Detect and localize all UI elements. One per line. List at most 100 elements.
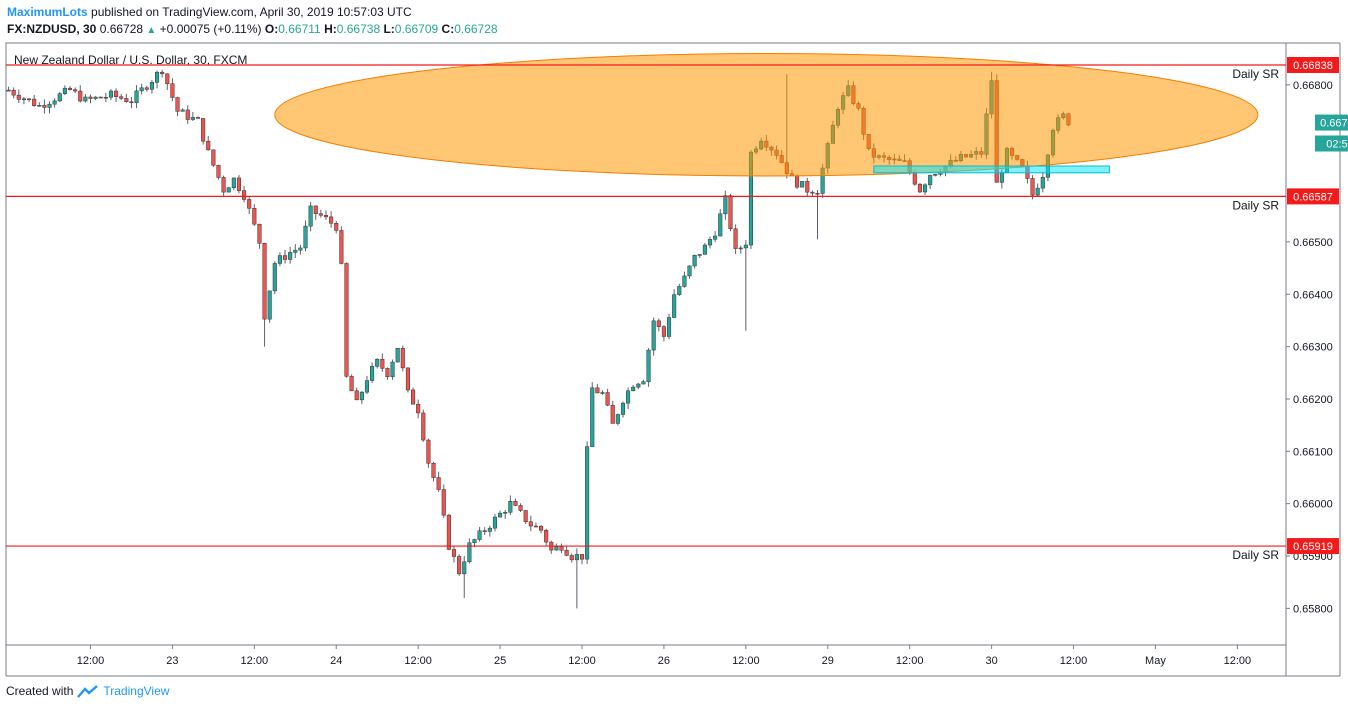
candle-body — [349, 376, 354, 392]
last-price-badge — [1315, 114, 1348, 131]
candle-body — [999, 172, 1004, 183]
candle-body — [410, 389, 416, 405]
candle-body — [538, 525, 544, 531]
candle-body — [62, 87, 67, 94]
candle-body — [656, 320, 661, 327]
candle-body — [620, 402, 626, 415]
candle-body — [457, 556, 462, 575]
candle-body — [651, 320, 656, 351]
candle-body — [508, 501, 513, 513]
x-tick-label: 12:00 — [568, 655, 596, 667]
candle-body — [421, 412, 426, 441]
candle-body — [26, 98, 32, 101]
candle-body — [1030, 178, 1035, 196]
footer: Created with TradingView — [6, 684, 169, 698]
support-zone[interactable] — [873, 165, 1110, 174]
y-tick-label: 0.66300 — [1293, 342, 1333, 354]
candle-body — [482, 530, 487, 532]
candle-body — [533, 525, 538, 528]
candle-body — [108, 90, 114, 98]
candle-body — [718, 213, 723, 237]
tradingview-brand[interactable]: TradingView — [103, 684, 170, 698]
candle-body — [364, 380, 370, 393]
x-tick-label: 12:00 — [732, 655, 760, 667]
candle-body — [528, 521, 533, 527]
level-price-badge — [1287, 538, 1339, 555]
candle-body — [282, 255, 288, 260]
candle-body — [190, 117, 195, 120]
published-text: published on TradingView.com, April 30, … — [87, 5, 412, 19]
candle-body — [93, 96, 98, 99]
level-price-badge — [1287, 56, 1339, 73]
candle-body — [590, 387, 595, 447]
candle-body — [794, 175, 800, 188]
daily-sr-label: Daily SR — [1232, 198, 1279, 212]
candle-body — [472, 539, 477, 544]
candle-body — [144, 87, 149, 90]
candle-body — [114, 90, 119, 97]
candle-body — [677, 286, 682, 295]
countdown-text: 02:58 — [1326, 139, 1348, 151]
candle-body — [462, 561, 467, 575]
candle-body — [52, 100, 57, 105]
last-price: 0.66728 — [99, 22, 144, 36]
candle-body — [723, 195, 728, 215]
candle-body — [600, 392, 605, 394]
candle-body — [805, 181, 810, 193]
author-link[interactable]: MaximumLots — [7, 5, 88, 19]
candle-body — [395, 347, 400, 363]
candle-body — [405, 367, 410, 391]
candle-body — [513, 501, 518, 506]
candle-body — [380, 358, 385, 369]
candle-body — [236, 177, 242, 191]
x-tick-label: 24 — [330, 655, 342, 667]
candle-body — [492, 516, 498, 529]
candle-body — [523, 510, 528, 523]
candle-body — [211, 149, 216, 166]
x-tick-label: 29 — [822, 655, 834, 667]
level-price-badge — [1287, 188, 1339, 205]
candle-body — [344, 263, 349, 377]
candle-body — [426, 439, 431, 464]
candle-body — [221, 177, 226, 193]
candle-body — [666, 317, 672, 337]
candle-body — [518, 505, 523, 511]
candle-body — [185, 109, 190, 120]
candle-body — [713, 235, 718, 240]
close-label: C: — [441, 22, 455, 36]
x-tick-label: 12:00 — [241, 655, 269, 667]
candle-body — [646, 349, 651, 382]
candle-body — [487, 527, 492, 532]
x-tick-label: 12:00 — [404, 655, 432, 667]
resistance-ellipse[interactable] — [274, 52, 1259, 177]
candle-body — [32, 98, 37, 106]
candle-body — [16, 94, 21, 100]
y-tick-label: 0.66400 — [1293, 289, 1333, 301]
candle-body — [416, 403, 421, 414]
candle-body — [544, 529, 549, 543]
candle-body — [498, 512, 503, 518]
created-with-text: Created with — [6, 684, 74, 698]
x-tick-label: 25 — [494, 655, 506, 667]
candle-body — [323, 214, 329, 218]
symbol-info: FX:NZDUSD, 30 0.66728 ▲ +0.00075 (+0.11%… — [7, 22, 498, 36]
candle-body — [242, 190, 247, 200]
candle-body — [641, 381, 646, 385]
candle-body — [277, 255, 282, 264]
candle-body — [615, 414, 620, 424]
candle-body — [733, 228, 738, 249]
y-tick-label: 0.66100 — [1293, 446, 1333, 458]
x-tick-label: 12:00 — [77, 655, 105, 667]
low-value: 0.66709 — [394, 22, 439, 36]
candle-body — [375, 358, 380, 367]
countdown-badge — [1315, 135, 1348, 152]
candle-body — [21, 98, 26, 101]
candle-body — [313, 205, 318, 214]
candle-body — [692, 254, 697, 267]
candle-body — [308, 205, 313, 227]
candle-body — [298, 247, 303, 251]
candle-body — [206, 140, 211, 151]
candle-body — [636, 383, 641, 388]
candle-body — [139, 87, 144, 92]
